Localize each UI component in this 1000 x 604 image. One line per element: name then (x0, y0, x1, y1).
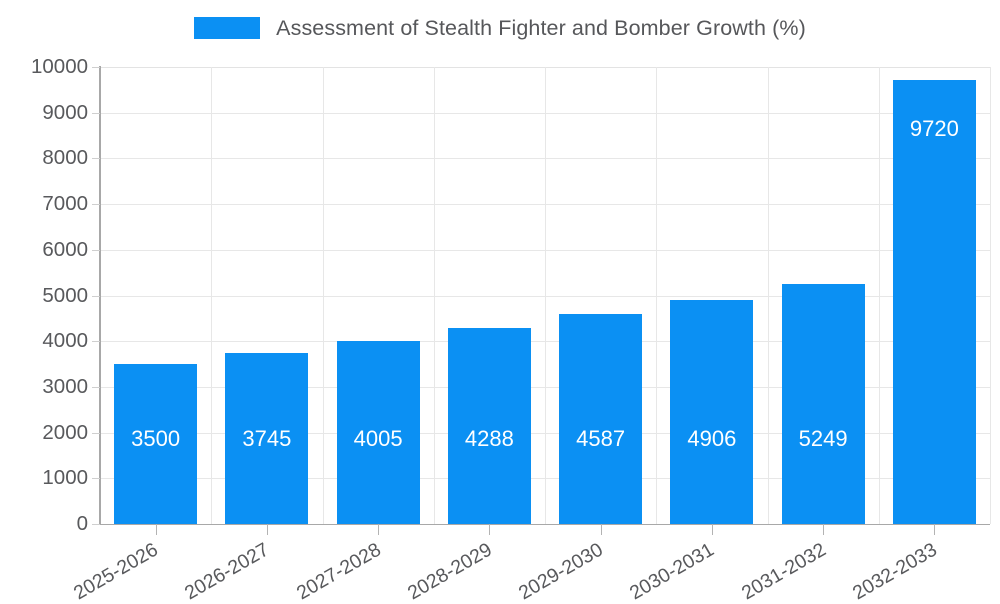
gridline-vertical (211, 67, 213, 524)
bar[interactable]: 4288 (447, 328, 531, 524)
y-axis-tick-label: 2000 (42, 420, 88, 444)
x-axis-tick-mark (711, 524, 713, 535)
x-axis-tick-mark (934, 524, 936, 535)
x-axis-tick-label: 2032-2033 (848, 538, 941, 604)
y-axis-tick-label: 6000 (42, 237, 88, 261)
x-axis-tick-mark (600, 524, 602, 535)
x-axis-tick-mark (489, 524, 491, 535)
x-axis-tick-mark (378, 524, 380, 535)
y-axis-tick-label: 7000 (42, 192, 88, 216)
gridline-vertical (878, 67, 880, 524)
bar-value-label: 5249 (798, 426, 848, 451)
bar[interactable]: 4906 (670, 299, 754, 524)
bar[interactable]: 5249 (781, 284, 865, 524)
y-axis-line (99, 66, 101, 525)
bar-value-label: 3745 (242, 426, 292, 451)
bar-value-label: 4906 (687, 426, 737, 451)
gridline-vertical (990, 67, 991, 524)
x-axis-tick-label: 2031-2032 (737, 538, 830, 604)
bar[interactable]: 3745 (225, 352, 309, 524)
bar[interactable]: 3500 (114, 364, 198, 524)
legend-color-swatch (194, 17, 261, 39)
bar-value-label: 4288 (464, 426, 514, 451)
gridline-vertical (767, 67, 769, 524)
x-axis-tick-label: 2025-2026 (70, 538, 162, 604)
bar-value-label: 9720 (909, 115, 959, 141)
legend-label: Assessment of Stealth Fighter and Bomber… (276, 15, 806, 40)
x-axis-line (100, 523, 990, 526)
y-axis-tick-label: 8000 (42, 146, 88, 170)
gridline-vertical (545, 67, 546, 524)
y-axis-tick-label: 3000 (42, 374, 88, 398)
x-axis-tick-mark (155, 524, 157, 535)
y-axis-tick-label: 0 (76, 512, 88, 535)
x-axis-tick-label: 2026-2027 (181, 538, 274, 604)
y-axis-tick-label: 1000 (42, 466, 88, 490)
gridline-vertical (433, 67, 435, 524)
bar-value-label: 4587 (576, 426, 626, 451)
y-axis-tick-label: 4000 (42, 329, 88, 353)
gridline-vertical (656, 67, 658, 524)
gridline-vertical (322, 67, 324, 524)
bar[interactable]: 4005 (336, 340, 420, 524)
x-axis-tick-label: 2030-2031 (626, 538, 719, 604)
y-axis-tick-label: 5000 (42, 283, 88, 307)
plot-area: 3500 3745 4005 4288 4587 4906 5249 9720 (100, 67, 991, 525)
bar[interactable]: 9720 (892, 79, 976, 524)
x-axis-tick-label: 2028-2029 (403, 538, 496, 604)
bar[interactable]: 4587 (559, 314, 643, 524)
x-axis-tick-mark (266, 524, 268, 535)
legend-entry[interactable]: Assessment of Stealth Fighter and Bomber… (194, 16, 806, 41)
chart-legend: Assessment of Stealth Fighter and Bomber… (0, 0, 1000, 56)
bar-value-label: 3500 (131, 426, 181, 451)
y-axis-tick-label: 10000 (30, 55, 88, 78)
bar-value-label: 4005 (353, 426, 403, 451)
x-axis-tick-label: 2029-2030 (515, 538, 607, 604)
x-axis-tick-label: 2027-2028 (292, 538, 385, 604)
x-axis-tick-mark (823, 524, 825, 535)
y-axis-tick-label: 9000 (42, 100, 88, 124)
